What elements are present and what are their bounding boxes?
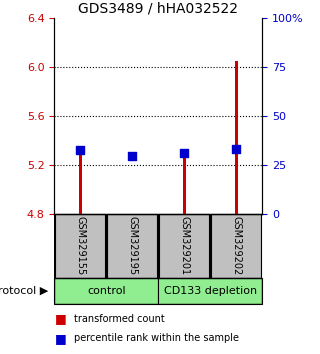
Text: GSM329202: GSM329202 xyxy=(231,216,241,276)
Bar xyxy=(183,152,186,214)
Text: percentile rank within the sample: percentile rank within the sample xyxy=(74,333,239,343)
Text: ■: ■ xyxy=(54,312,66,325)
Text: GSM329195: GSM329195 xyxy=(127,216,137,276)
Text: ■: ■ xyxy=(54,332,66,344)
Bar xyxy=(55,214,105,278)
Point xyxy=(78,148,83,153)
Bar xyxy=(212,214,261,278)
Title: GDS3489 / hHA032522: GDS3489 / hHA032522 xyxy=(78,1,238,15)
Bar xyxy=(158,278,262,304)
Text: GSM329155: GSM329155 xyxy=(76,216,85,276)
Bar xyxy=(54,278,158,304)
Bar xyxy=(108,214,157,278)
Text: CD133 depletion: CD133 depletion xyxy=(164,286,257,296)
Bar xyxy=(131,214,134,215)
Text: control: control xyxy=(87,286,126,296)
Point xyxy=(182,150,187,156)
Point xyxy=(130,154,135,159)
Bar xyxy=(235,61,238,214)
Point xyxy=(234,146,239,152)
Bar xyxy=(79,148,82,214)
Text: GSM329201: GSM329201 xyxy=(180,216,189,276)
Text: transformed count: transformed count xyxy=(74,314,164,324)
Bar xyxy=(159,214,209,278)
Text: protocol ▶: protocol ▶ xyxy=(0,286,48,296)
